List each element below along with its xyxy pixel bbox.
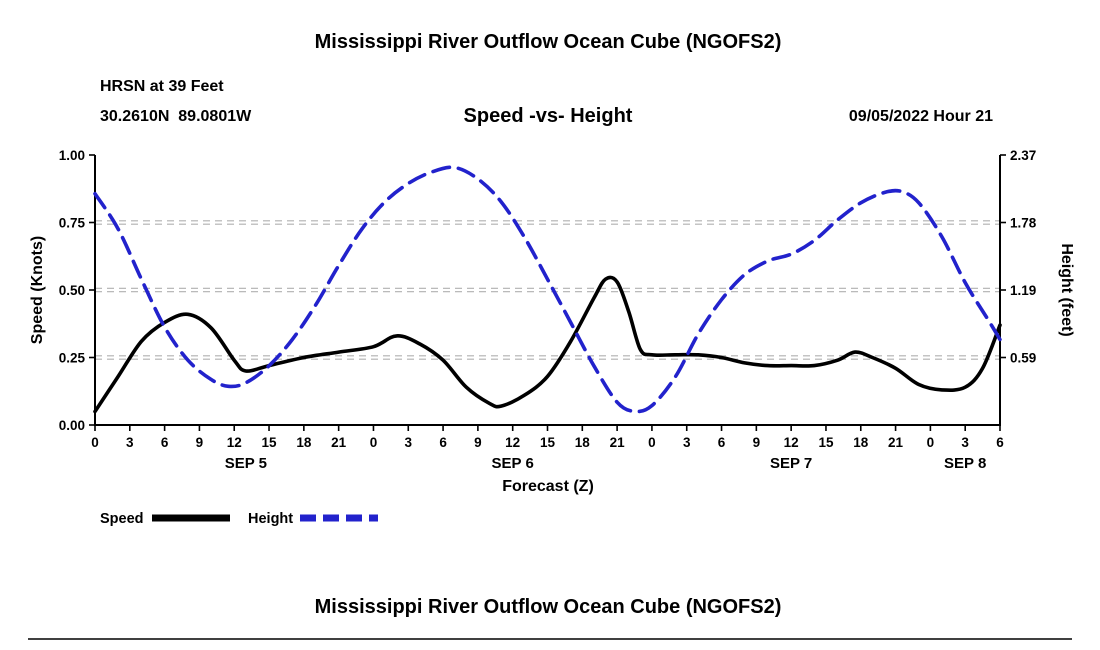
legend-speed-label: Speed (100, 511, 144, 527)
y-tick-label-left: 0.75 (59, 216, 86, 231)
left-axis-title: Speed (Knots) (29, 236, 46, 344)
station-label: HRSN at 39 Feet (100, 78, 224, 95)
y-tick-label-right: 0.59 (1010, 351, 1036, 366)
y-tick-label-left: 0.25 (59, 351, 86, 366)
x-tick-label: 12 (227, 435, 242, 450)
x-tick-label: 12 (784, 435, 799, 450)
x-tick-label: 3 (126, 435, 134, 450)
x-tick-label: 3 (683, 435, 691, 450)
x-tick-label: 9 (196, 435, 204, 450)
top-title: Mississippi River Outflow Ocean Cube (NG… (315, 31, 782, 53)
x-tick-label: 3 (405, 435, 413, 450)
plot-title: Speed -vs- Height (464, 105, 633, 127)
x-tick-label: 9 (753, 435, 761, 450)
y-tick-label-left: 0.50 (59, 283, 85, 298)
x-tick-label: 0 (648, 435, 656, 450)
y-tick-label-left: 0.00 (59, 418, 85, 433)
y-tick-label-right: 1.78 (1010, 216, 1037, 231)
date-label: SEP 7 (770, 455, 812, 472)
x-tick-label: 18 (296, 435, 312, 450)
x-tick-label: 3 (961, 435, 969, 450)
height-curve (93, 165, 1002, 414)
date-label: SEP 6 (492, 455, 534, 472)
x-tick-label: 15 (818, 435, 834, 450)
x-tick-label: 6 (996, 435, 1004, 450)
x-tick-label: 9 (474, 435, 482, 450)
legend-height-label: Height (248, 511, 293, 527)
coordinates-label: 30.2610N 89.0801W (100, 108, 252, 125)
date-label: SEP 8 (944, 455, 986, 472)
x-tick-label: 21 (610, 435, 626, 450)
x-tick-label: 0 (927, 435, 935, 450)
x-tick-label: 15 (540, 435, 556, 450)
x-tick-label: 6 (718, 435, 726, 450)
x-tick-label: 0 (91, 435, 99, 450)
bottom-title: Mississippi River Outflow Ocean Cube (NG… (315, 596, 782, 618)
chart-layer: 0 3 6 9 12 15 18 21 0 3 6 9 12 15 18 21 0 3 6 9 12 15 18 21 0 3 6 1… (59, 148, 1037, 472)
date-label: SEP 5 (225, 455, 267, 472)
right-axis-title: Height (feet) (1058, 243, 1075, 336)
x-tick-label: 6 (439, 435, 447, 450)
y-tick-label-right: 1.19 (1010, 283, 1036, 298)
x-tick-label: 6 (161, 435, 169, 450)
x-tick-label: 21 (888, 435, 904, 450)
x-tick-label: 18 (853, 435, 869, 450)
x-tick-label: 12 (505, 435, 520, 450)
y-tick-label-left: 1.00 (59, 148, 85, 163)
x-tick-label: 21 (331, 435, 347, 450)
y-tick-label-right: 2.37 (1010, 148, 1036, 163)
x-tick-label: 15 (262, 435, 278, 450)
x-tick-label: 18 (575, 435, 591, 450)
datetime-label: 09/05/2022 Hour 21 (849, 108, 993, 125)
x-axis-title: Forecast (Z) (502, 478, 594, 495)
x-tick-label: 0 (370, 435, 378, 450)
speed-curve (93, 275, 1002, 414)
